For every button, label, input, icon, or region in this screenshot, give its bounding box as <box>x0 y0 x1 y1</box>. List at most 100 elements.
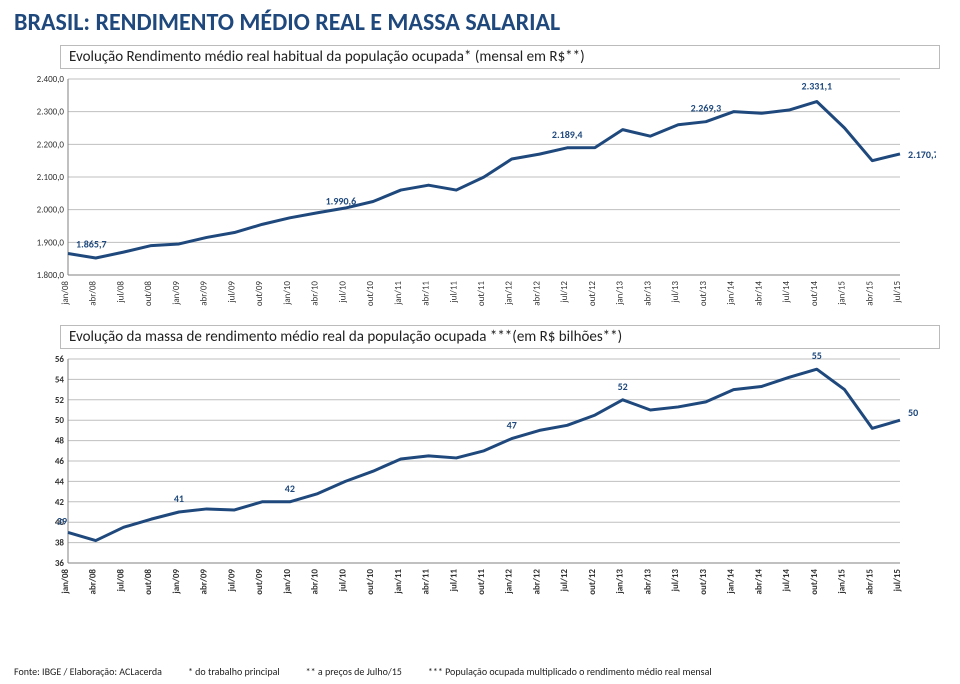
svg-text:abr/12: abr/12 <box>531 281 542 306</box>
svg-text:jan/14: jan/14 <box>726 569 737 595</box>
svg-text:jul/09: jul/09 <box>226 569 237 593</box>
svg-text:out/13: out/13 <box>698 281 709 307</box>
chart2-title: Evolução da massa de rendimento médio re… <box>60 325 940 349</box>
svg-text:jul/08: jul/08 <box>115 281 126 304</box>
svg-text:out/11: out/11 <box>476 281 487 307</box>
svg-text:out/08: out/08 <box>143 281 154 307</box>
svg-text:jul/15: jul/15 <box>892 281 903 304</box>
svg-text:jan/13: jan/13 <box>615 281 626 306</box>
svg-text:2.000,0: 2.000,0 <box>37 205 65 216</box>
svg-text:jan/10: jan/10 <box>282 281 293 306</box>
svg-text:abr/08: abr/08 <box>88 281 99 306</box>
svg-text:55: 55 <box>812 351 822 362</box>
svg-text:jul/12: jul/12 <box>559 281 570 304</box>
svg-text:out/10: out/10 <box>365 569 376 595</box>
svg-text:39: 39 <box>57 514 67 527</box>
svg-text:jul/10: jul/10 <box>337 281 348 304</box>
svg-text:jan/15: jan/15 <box>837 569 848 595</box>
svg-text:out/12: out/12 <box>587 569 598 595</box>
svg-text:abr/09: abr/09 <box>199 569 210 595</box>
svg-text:abr/14: abr/14 <box>753 569 764 595</box>
svg-text:jul/13: jul/13 <box>670 569 681 593</box>
svg-text:abr/13: abr/13 <box>642 569 653 595</box>
svg-text:jan/09: jan/09 <box>171 569 182 595</box>
svg-text:2.189,4: 2.189,4 <box>552 128 583 141</box>
svg-text:jan/10: jan/10 <box>282 569 293 595</box>
svg-text:jan/12: jan/12 <box>504 569 515 595</box>
svg-text:jan/09: jan/09 <box>171 281 182 306</box>
footer-note1: * do trabalho principal <box>188 665 280 678</box>
svg-text:52: 52 <box>55 395 65 406</box>
svg-text:abr/15: abr/15 <box>864 281 875 306</box>
svg-text:38: 38 <box>55 538 65 549</box>
svg-text:46: 46 <box>55 456 65 467</box>
svg-text:jan/11: jan/11 <box>393 569 404 595</box>
svg-text:52: 52 <box>618 380 628 393</box>
chart2: 3638404244464850525456jan/08abr/08jul/08… <box>20 351 940 609</box>
svg-text:48: 48 <box>55 436 65 447</box>
svg-text:54: 54 <box>55 374 65 385</box>
svg-text:1.865,7: 1.865,7 <box>76 238 107 251</box>
svg-text:out/13: out/13 <box>698 569 709 595</box>
svg-text:out/09: out/09 <box>254 569 265 595</box>
svg-text:36: 36 <box>55 558 65 569</box>
svg-text:abr/10: abr/10 <box>310 281 321 306</box>
svg-text:jul/11: jul/11 <box>448 281 459 304</box>
svg-text:jan/12: jan/12 <box>504 281 515 306</box>
svg-text:47: 47 <box>507 419 517 432</box>
svg-text:abr/14: abr/14 <box>753 281 764 306</box>
svg-text:jan/13: jan/13 <box>615 569 626 595</box>
svg-text:1.800,0: 1.800,0 <box>37 270 65 281</box>
svg-text:jul/13: jul/13 <box>670 281 681 304</box>
svg-text:2.100,0: 2.100,0 <box>37 172 65 183</box>
svg-text:2.331,1: 2.331,1 <box>802 80 833 93</box>
svg-text:jul/15: jul/15 <box>892 569 903 593</box>
svg-text:jul/14: jul/14 <box>781 281 792 304</box>
page-title: BRASIL: RENDIMENTO MÉDIO REAL E MASSA SA… <box>0 0 960 41</box>
footer-source: Fonte: IBGE / Elaboração: ACLacerda <box>14 665 162 678</box>
svg-text:out/10: out/10 <box>365 281 376 307</box>
svg-text:abr/10: abr/10 <box>310 569 321 595</box>
footer-note2: ** a preços de Julho/15 <box>306 665 402 678</box>
svg-text:jul/11: jul/11 <box>448 569 459 593</box>
svg-text:jul/12: jul/12 <box>559 569 570 593</box>
svg-text:50: 50 <box>908 406 918 419</box>
svg-text:42: 42 <box>55 497 65 508</box>
svg-text:jan/08: jan/08 <box>60 569 71 595</box>
svg-text:abr/11: abr/11 <box>421 281 432 306</box>
svg-text:1.900,0: 1.900,0 <box>37 237 65 248</box>
svg-text:2.400,0: 2.400,0 <box>37 74 65 85</box>
svg-text:41: 41 <box>174 492 184 505</box>
svg-text:56: 56 <box>55 354 65 365</box>
footer-note3: *** População ocupada multiplicado o ren… <box>428 665 712 678</box>
chart1-title: Evolução Rendimento médio real habitual … <box>60 45 940 69</box>
svg-text:out/11: out/11 <box>476 569 487 595</box>
svg-text:abr/08: abr/08 <box>88 569 99 595</box>
svg-text:jan/15: jan/15 <box>837 281 848 306</box>
svg-text:out/12: out/12 <box>587 281 598 307</box>
svg-text:42: 42 <box>285 482 295 495</box>
svg-text:jan/11: jan/11 <box>393 281 404 306</box>
svg-text:out/08: out/08 <box>143 569 154 595</box>
svg-text:abr/13: abr/13 <box>642 281 653 306</box>
svg-text:abr/12: abr/12 <box>531 569 542 595</box>
svg-text:50: 50 <box>55 415 65 426</box>
svg-text:abr/11: abr/11 <box>421 569 432 595</box>
svg-text:jul/08: jul/08 <box>115 569 126 593</box>
svg-text:2.170,7: 2.170,7 <box>908 148 936 161</box>
svg-text:out/14: out/14 <box>809 569 820 595</box>
svg-text:out/09: out/09 <box>254 281 265 307</box>
svg-text:jul/10: jul/10 <box>337 569 348 593</box>
svg-text:jul/09: jul/09 <box>226 281 237 304</box>
svg-text:2.300,0: 2.300,0 <box>37 107 65 118</box>
svg-text:jul/14: jul/14 <box>781 569 792 593</box>
svg-text:out/14: out/14 <box>809 281 820 307</box>
svg-text:1.990,6: 1.990,6 <box>326 195 357 208</box>
svg-text:jan/14: jan/14 <box>726 281 737 306</box>
svg-text:44: 44 <box>55 476 65 487</box>
svg-text:jan/08: jan/08 <box>60 281 71 306</box>
svg-text:abr/15: abr/15 <box>864 569 875 595</box>
svg-text:abr/09: abr/09 <box>199 281 210 306</box>
svg-text:2.200,0: 2.200,0 <box>37 139 65 150</box>
chart1: 1.800,0 1.900,0 2.000,0 2.100,0 2.200,0 2.300… <box>20 71 940 321</box>
